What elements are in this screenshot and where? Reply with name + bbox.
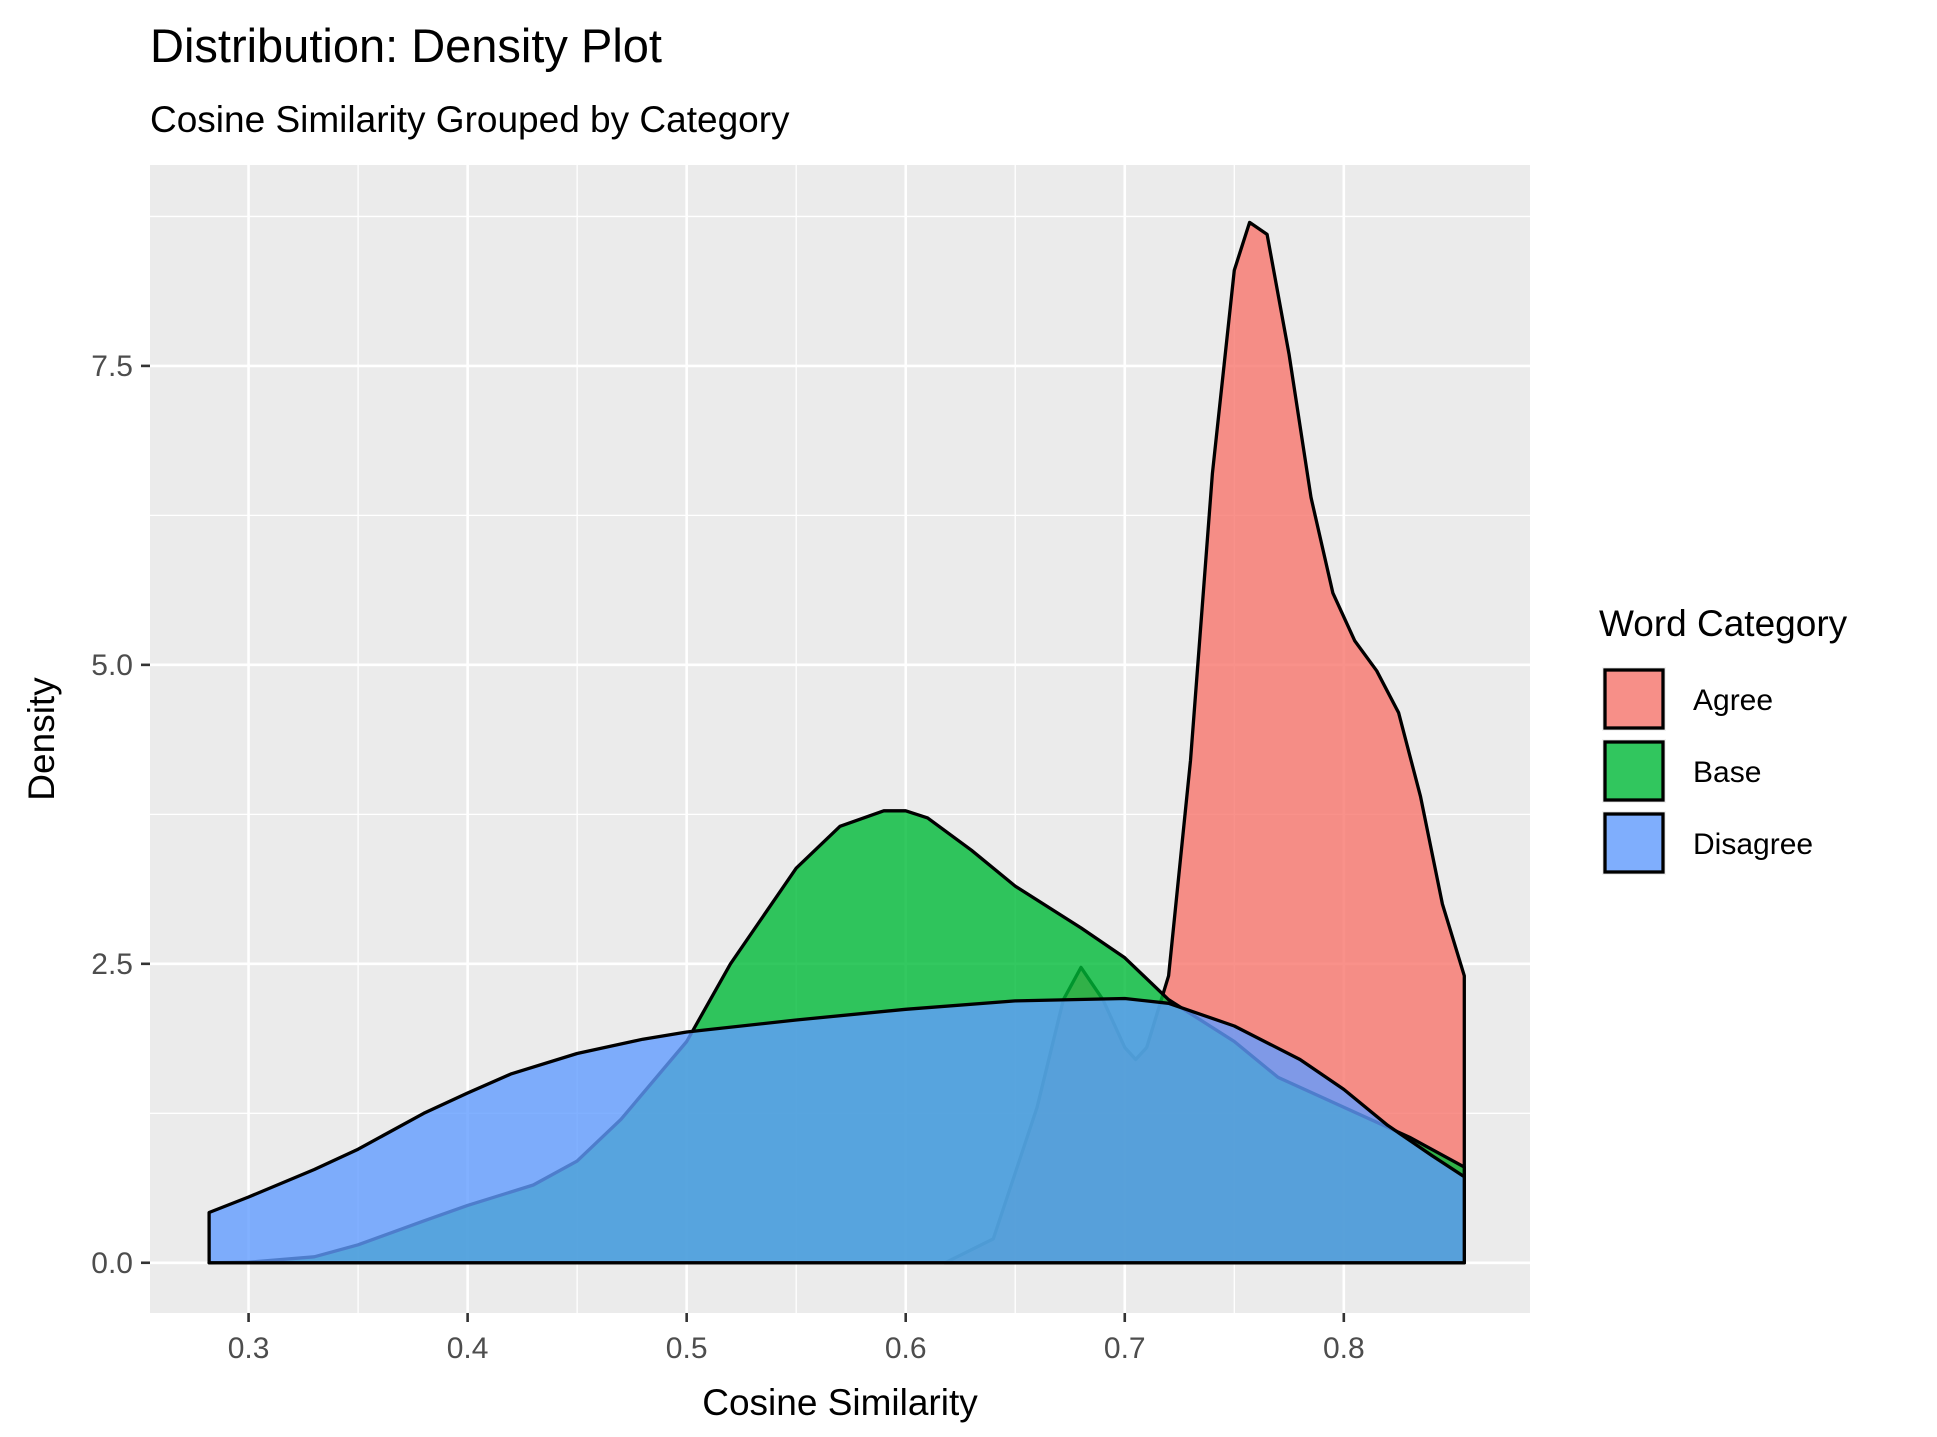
y-tick-label: 7.5 (91, 350, 133, 383)
y-tick-label: 0.0 (91, 1247, 133, 1280)
y-axis-title: Density (21, 677, 62, 801)
legend-label-agree: Agree (1693, 684, 1773, 717)
legend-label-base: Base (1693, 756, 1761, 789)
x-tick-label: 0.3 (228, 1332, 270, 1365)
density-area-disagree (207, 996, 1466, 1265)
legend-title: Word Category (1599, 603, 1848, 644)
legend-swatch-disagree (1603, 812, 1665, 874)
legend-swatch-agree (1603, 668, 1665, 730)
legend: Word Category Agree Base Disagree (1599, 603, 1848, 875)
axes: 0.3 0.4 0.5 0.6 0.7 0.8 0.0 2.5 5.0 7.5 (91, 350, 1364, 1365)
density-areas (207, 220, 1466, 1265)
legend-swatch-base (1603, 740, 1665, 802)
legend-label-disagree: Disagree (1693, 828, 1813, 861)
y-tick-label: 2.5 (91, 948, 133, 981)
x-tick-label: 0.4 (447, 1332, 489, 1365)
x-tick-label: 0.5 (666, 1332, 708, 1365)
chart-title: Distribution: Density Plot (150, 19, 662, 72)
chart-subtitle: Cosine Similarity Grouped by Category (150, 99, 790, 140)
x-tick-label: 0.8 (1323, 1332, 1365, 1365)
x-axis-title: Cosine Similarity (702, 1382, 978, 1423)
x-tick-label: 0.7 (1104, 1332, 1146, 1365)
y-tick-label: 5.0 (91, 649, 133, 682)
x-tick-label: 0.6 (885, 1332, 927, 1365)
